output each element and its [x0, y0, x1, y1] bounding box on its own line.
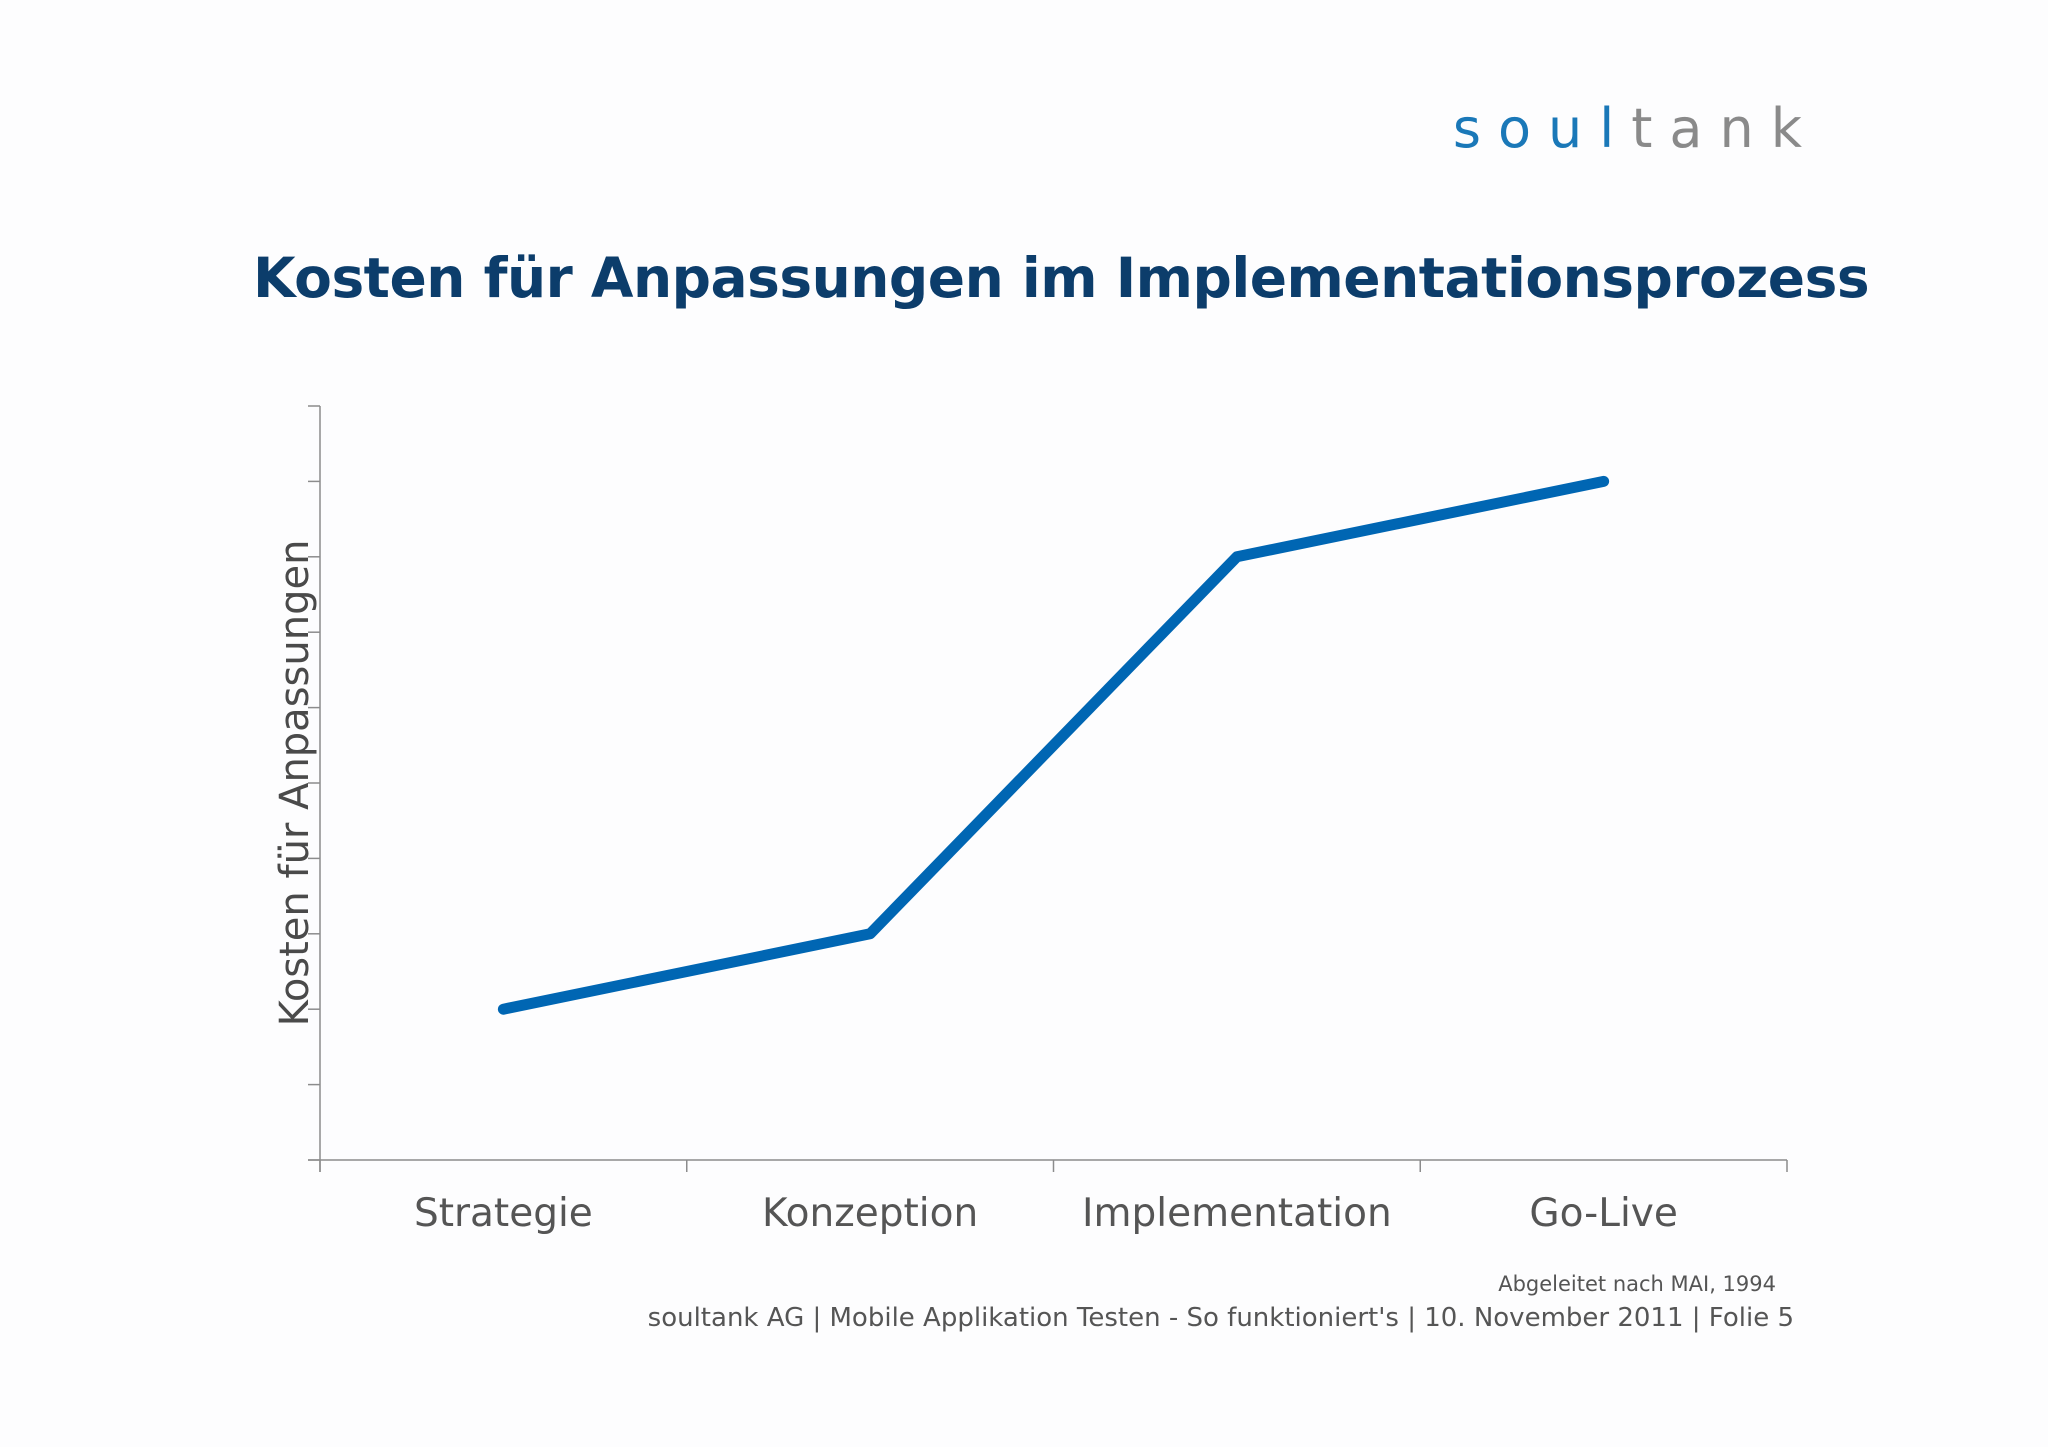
source-note: Abgeleitet nach MAI, 1994 [1498, 1272, 1776, 1296]
x-tick-label: Go-Live [1529, 1191, 1678, 1236]
x-tick-label: Implementation [1082, 1191, 1392, 1236]
footer: soultank AG | Mobile Applikation Testen … [647, 1303, 1794, 1333]
logo-part-soul: soul [1452, 97, 1632, 160]
x-tick-label: Strategie [414, 1191, 593, 1236]
y-axis-label: Kosten für Anpassungen [272, 540, 318, 1027]
slide-title: Kosten für Anpassungen im Implementation… [253, 246, 1870, 310]
x-tick-label: Konzeption [762, 1191, 978, 1236]
logo-part-tank: tank [1631, 97, 1819, 160]
series-line [497, 475, 1610, 1015]
soultank-logo: soultank [1453, 102, 1819, 156]
